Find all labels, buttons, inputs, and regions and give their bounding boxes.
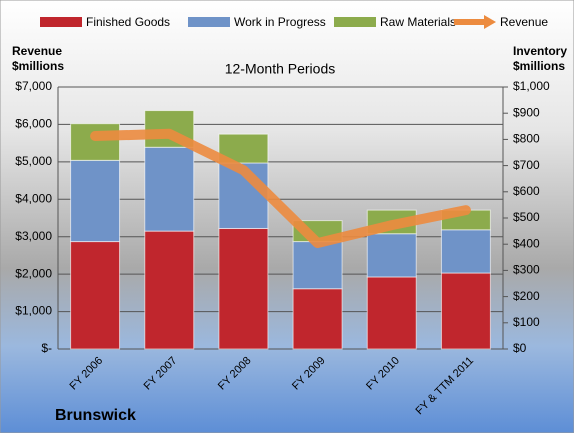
- y-tick-label: $7,000: [15, 79, 52, 93]
- y2-tick-label: $700: [513, 158, 540, 172]
- legend-swatch: [334, 17, 376, 27]
- y-tick-label: $5,000: [15, 154, 52, 168]
- y2-tick-label: $900: [513, 105, 540, 119]
- legend-swatch: [188, 17, 230, 27]
- y-tick-label: $1,000: [15, 304, 52, 318]
- bar-segment: [366, 233, 417, 278]
- legend-arrow: [484, 15, 496, 29]
- y2-tick-label: $600: [513, 184, 540, 198]
- y-tick-label: $-: [41, 341, 52, 355]
- y2-tick-label: $100: [513, 315, 540, 329]
- legend-label: Work in Progress: [234, 15, 326, 29]
- y2-tick-label: $300: [513, 263, 540, 277]
- revenue-line: [90, 128, 471, 249]
- y-axis-title: Revenue $millions: [12, 44, 65, 73]
- chart-title: 12-Month Periods: [225, 61, 336, 77]
- y-tick-label: $3,000: [15, 229, 52, 243]
- y2-tick-label: $1,000: [513, 79, 550, 93]
- y2-tick-label: $0: [513, 341, 527, 355]
- bar-segment: [144, 146, 195, 232]
- y2-tick-label: $500: [513, 210, 540, 224]
- y2-axis-title: Inventory $millions: [513, 44, 568, 73]
- bar-segment: [440, 229, 491, 274]
- y-tick-label: $2,000: [15, 266, 52, 280]
- y2-tick-label: $400: [513, 236, 540, 250]
- bar-segment: [440, 272, 491, 350]
- bar-segment: [366, 276, 417, 350]
- y2-tick-label: $200: [513, 289, 540, 303]
- bar-segment: [70, 123, 121, 161]
- bar-segment: [70, 159, 121, 243]
- legend-swatch: [40, 17, 82, 27]
- bar-segment: [144, 230, 195, 350]
- y2-tick-label: $800: [513, 132, 540, 146]
- bar-segment: [292, 241, 343, 290]
- y-tick-label: $6,000: [15, 117, 52, 131]
- y-tick-label: $4,000: [15, 191, 52, 205]
- legend-label: Raw Materials: [380, 15, 456, 29]
- bar-segment: [70, 241, 121, 350]
- bar-segment: [292, 288, 343, 350]
- legend-label: Revenue: [500, 15, 548, 29]
- bar-segment: [218, 227, 269, 350]
- legend-label: Finished Goods: [86, 15, 170, 29]
- company-name: Brunswick: [55, 407, 136, 424]
